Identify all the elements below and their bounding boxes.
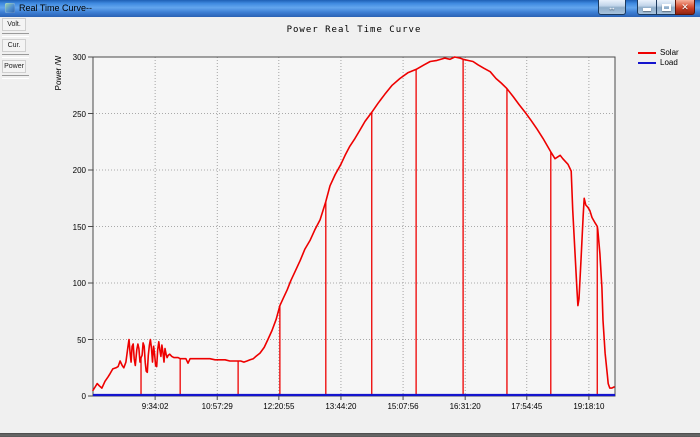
close-icon: ✕ bbox=[681, 1, 689, 12]
legend-item-solar: Solar bbox=[638, 48, 679, 58]
minimize-icon bbox=[643, 8, 651, 11]
x-tick-label: 16:31:20 bbox=[449, 402, 481, 411]
y-tick-label: 250 bbox=[72, 109, 86, 119]
x-tick-label: 12:20:55 bbox=[263, 402, 295, 411]
load-line-swatch bbox=[638, 62, 656, 64]
x-tick-label: 9:34:02 bbox=[141, 402, 169, 411]
y-tick-label: 200 bbox=[72, 166, 86, 175]
x-tick-label: 10:57:29 bbox=[201, 402, 233, 411]
window-bottom-border bbox=[0, 433, 700, 437]
legend: Solar Load bbox=[638, 48, 679, 68]
maximize-icon bbox=[661, 3, 671, 11]
y-tick-label: 300 bbox=[72, 53, 86, 62]
swap-arrows-icon: ↔ bbox=[608, 2, 616, 12]
legend-item-load: Load bbox=[638, 58, 679, 68]
sidebar-divider bbox=[2, 75, 29, 79]
sidebar-divider bbox=[2, 33, 29, 37]
sidebar-button-volt[interactable]: Volt. bbox=[2, 18, 26, 31]
y-tick-label: 0 bbox=[81, 392, 86, 401]
window-title: Real Time Curve-- bbox=[19, 3, 93, 13]
y-tick-label: 100 bbox=[72, 279, 86, 288]
minimize-button[interactable] bbox=[637, 0, 656, 15]
legend-label-solar: Solar bbox=[660, 48, 679, 57]
x-tick-label: 13:44:20 bbox=[325, 402, 357, 411]
sidebar-button-cur[interactable]: Cur. bbox=[2, 39, 26, 52]
legend-label-load: Load bbox=[660, 58, 678, 67]
sidebar-divider bbox=[2, 54, 29, 58]
x-tick-label: 17:54:45 bbox=[511, 402, 543, 411]
x-tick-label: 15:07:56 bbox=[387, 402, 419, 411]
plot-area bbox=[88, 56, 616, 400]
maximize-button[interactable] bbox=[656, 0, 675, 15]
y-tick-label: 50 bbox=[77, 335, 86, 345]
titlebar[interactable]: Real Time Curve-- ↔ ✕ bbox=[0, 0, 700, 17]
client-area: Volt. Cur. Power Power Real Time Curve P… bbox=[0, 17, 700, 433]
x-tick-label: 19:18:10 bbox=[573, 402, 605, 411]
close-button[interactable]: ✕ bbox=[675, 0, 695, 15]
y-tick-label: 150 bbox=[72, 222, 86, 232]
swap-window-button[interactable]: ↔ bbox=[598, 0, 626, 15]
sidebar-button-power[interactable]: Power bbox=[2, 60, 26, 73]
chart-title: Power Real Time Curve bbox=[286, 25, 422, 35]
solar-line-swatch bbox=[638, 52, 656, 54]
app-icon bbox=[5, 3, 15, 13]
